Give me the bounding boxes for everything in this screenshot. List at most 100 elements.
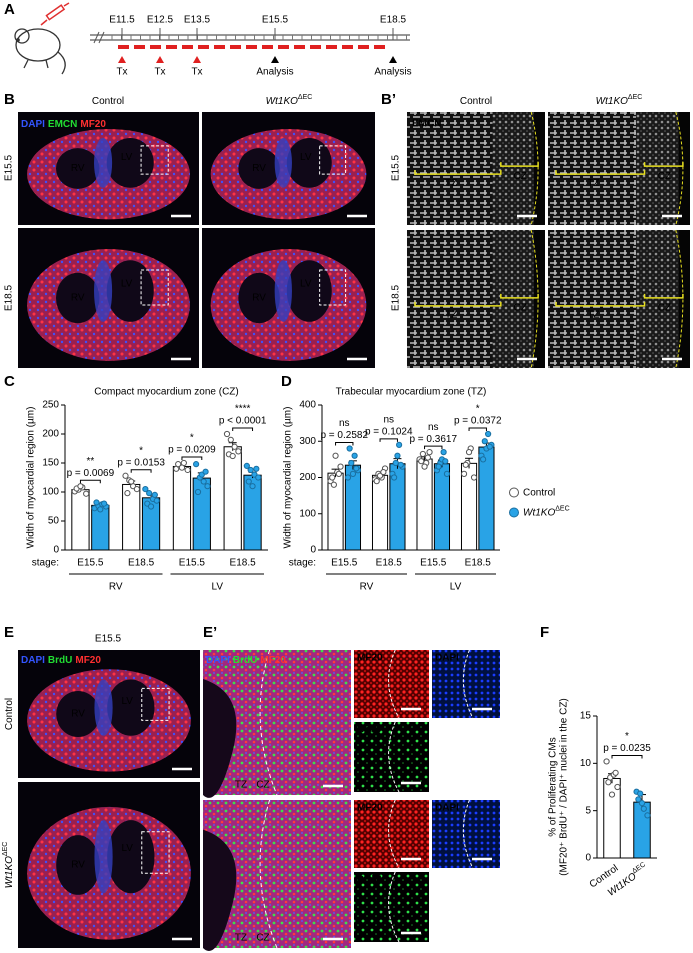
zone-label: TZ	[445, 310, 457, 321]
data-point	[184, 466, 191, 474]
column-label-main: Control	[92, 96, 124, 107]
chamber-label: LV	[300, 152, 312, 163]
row-label-main: Control	[4, 698, 15, 730]
significance-bracket	[181, 456, 203, 460]
x-tick-label: E18.5	[128, 558, 155, 569]
data-point	[481, 438, 488, 445]
data-point	[392, 459, 399, 467]
stain-name: EMCN	[48, 119, 77, 130]
stain-name: BrdU	[48, 655, 72, 666]
data-point	[193, 461, 200, 468]
p-value: p < 0.0001	[219, 416, 267, 427]
treatment-label: Tx	[116, 67, 127, 78]
septum	[94, 679, 113, 736]
column-label: Control	[92, 96, 124, 107]
chamber	[286, 137, 332, 188]
significance: *	[625, 731, 629, 742]
data-point	[243, 462, 250, 469]
data-point	[146, 490, 153, 497]
channel-label: BrdU	[357, 875, 381, 886]
chamber	[106, 260, 154, 322]
data-point	[332, 452, 339, 459]
significance: ns	[383, 415, 394, 426]
column-label: Control	[460, 96, 492, 107]
analysis-arrow	[271, 56, 279, 63]
x-tick-label: E18.5	[230, 558, 257, 569]
stain-name: MF20	[75, 655, 101, 666]
chamber-label: RV	[71, 163, 85, 174]
compact-layer	[492, 112, 534, 225]
chamber	[238, 272, 280, 324]
chamber	[286, 260, 332, 322]
stain-name: BrdU	[233, 655, 257, 666]
zoom-box	[319, 269, 347, 306]
row-label-sup: ΔEC	[2, 842, 9, 856]
significance-bracket	[335, 442, 354, 446]
data-point	[344, 474, 352, 481]
treatment-label: Tx	[191, 67, 202, 78]
chamber-label: LV	[121, 696, 133, 707]
zoom-box	[319, 145, 347, 175]
data-point	[229, 452, 236, 460]
group-label: RV	[109, 582, 123, 593]
data-point	[231, 443, 238, 450]
legend-label-main: Control	[523, 487, 555, 498]
trabecular-layer	[548, 112, 637, 225]
data-point	[486, 443, 493, 450]
zone-label: CZ	[658, 303, 671, 314]
p-value: p = 0.0069	[67, 468, 115, 479]
x-tick-label-sup: ΔEC	[631, 861, 647, 875]
significance-bracket	[379, 438, 398, 442]
stain-name: DAPI	[21, 119, 45, 130]
data-point	[605, 779, 612, 786]
data-point	[480, 456, 487, 463]
legend-marker	[509, 487, 519, 498]
significance-bracket	[79, 479, 101, 484]
legend-label-main: Wt1KO	[523, 507, 555, 518]
zone-label: CZ	[658, 171, 671, 182]
channel-label: MF20	[357, 653, 383, 664]
data-point	[249, 483, 256, 490]
compact-layer	[492, 230, 534, 368]
significance: ns	[339, 418, 350, 429]
column-label-main: Wt1KO	[596, 96, 628, 107]
bar	[172, 465, 192, 551]
p-value: p = 0.1024	[365, 427, 413, 438]
bar	[371, 474, 389, 551]
y-tick-label: 15	[580, 711, 592, 722]
chamber-label: LV	[121, 152, 133, 163]
zone-boundary	[388, 649, 400, 719]
data-point	[255, 474, 262, 481]
data-point	[142, 486, 149, 493]
group-label: RV	[360, 582, 374, 593]
data-point	[83, 490, 90, 497]
y-tick-label: 0	[585, 853, 591, 864]
epicardial-edge	[675, 111, 684, 226]
data-point	[391, 474, 398, 481]
stage-label: E13.5	[184, 15, 211, 26]
zone-boundary	[259, 799, 278, 949]
panel-label: E’	[203, 624, 217, 641]
bar	[603, 777, 621, 859]
y-axis-label: Width of myocardial region (µm)	[283, 407, 294, 549]
data-point	[346, 445, 353, 452]
data-point	[353, 465, 360, 472]
significance: *	[190, 433, 194, 444]
data-point	[245, 478, 252, 485]
tz-bracket	[414, 301, 502, 307]
data-point	[440, 449, 447, 456]
y-tick-label: 50	[48, 516, 60, 527]
data-point	[638, 799, 646, 807]
row-label: Wt1KOΔEC	[2, 842, 15, 889]
data-point	[635, 796, 642, 803]
epicardial-edge	[675, 229, 684, 369]
group-label: LV	[212, 582, 224, 593]
panel-label: B’	[381, 91, 396, 108]
legend-marker	[509, 507, 519, 518]
data-point	[100, 500, 108, 507]
y-tick-label: 200	[299, 472, 316, 483]
zoom-box	[140, 269, 169, 306]
y-tick-label: 10	[580, 758, 592, 769]
column-label-main: Control	[460, 96, 492, 107]
